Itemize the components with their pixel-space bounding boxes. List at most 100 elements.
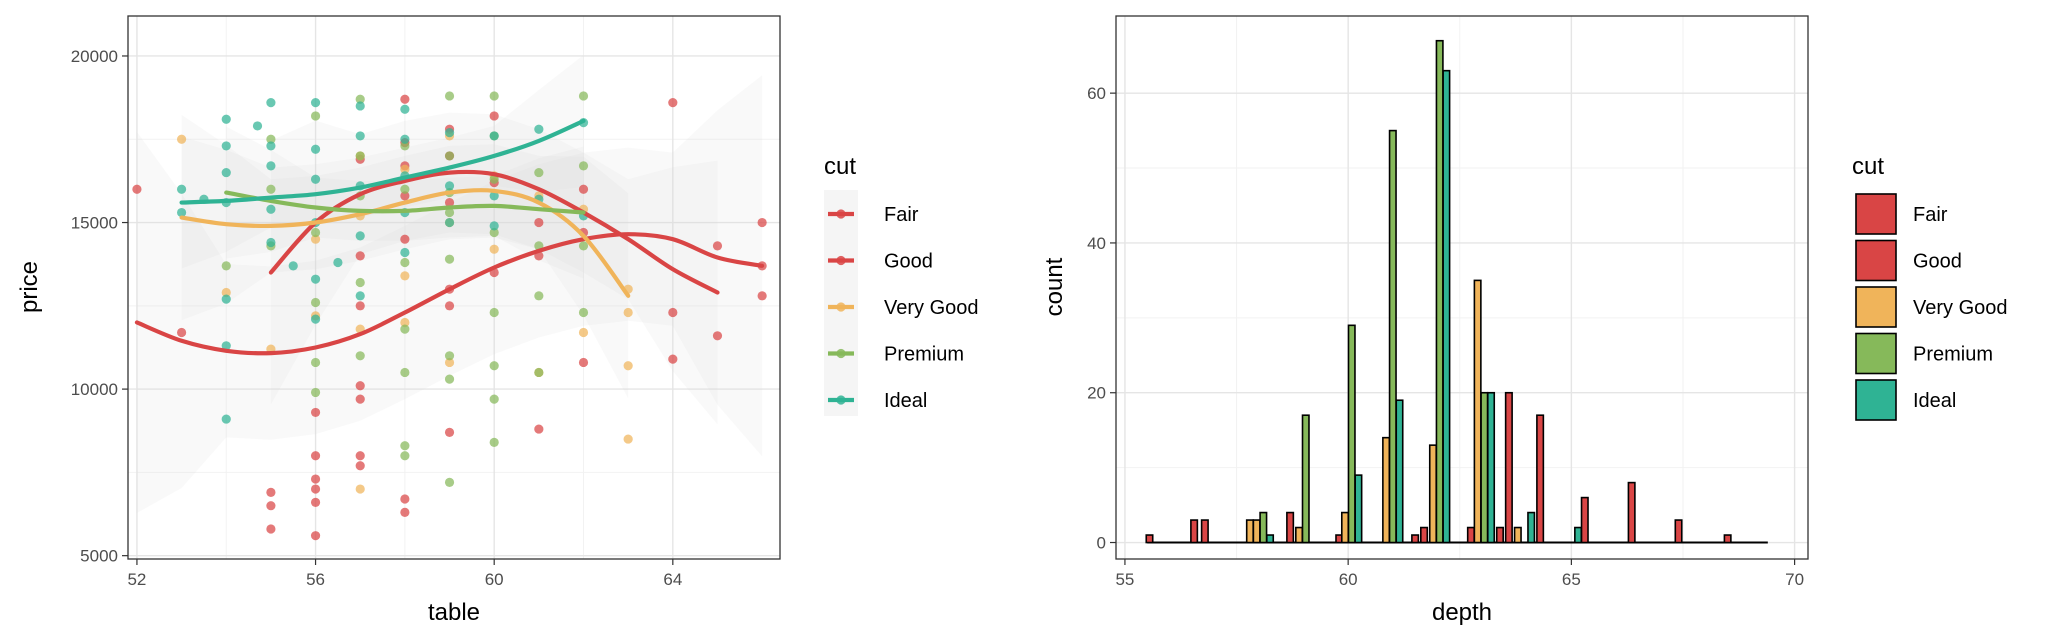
- scatter-point-ideal: [310, 314, 321, 324]
- scatter-point-premium: [310, 387, 321, 398]
- scatter-point-ideal: [310, 98, 321, 108]
- scatter-point-premium: [489, 394, 499, 404]
- histogram-bar-good: [1536, 414, 1545, 544]
- histogram-y-tick-label: 0: [1097, 534, 1106, 553]
- scatter-point-fair: [310, 451, 321, 461]
- scatter-point-premium: [400, 324, 410, 334]
- scatter-point-fair: [310, 497, 321, 507]
- scatter-point-ideal: [310, 144, 321, 154]
- scatter-point-premium: [444, 351, 455, 361]
- scatter-point-premium: [489, 227, 499, 238]
- scatter-point-ideal: [288, 261, 298, 271]
- scatter-legend-label-good: Good: [884, 251, 933, 273]
- scatter-point-good: [444, 197, 455, 208]
- scatter-point-ideal: [355, 231, 365, 241]
- scatter-point-premium: [400, 257, 410, 268]
- smooth-line-very-good: [179, 188, 631, 298]
- scatter-point-premium: [489, 437, 499, 448]
- legend-key-point-very-good: [836, 302, 846, 312]
- scatter-point-premium: [444, 207, 455, 218]
- scatter-point-premium: [221, 261, 231, 271]
- histogram-bar-fair: [1145, 534, 1154, 544]
- scatter-point-very-good: [489, 244, 499, 254]
- scatter-point-ideal: [221, 114, 231, 124]
- histogram-bar-ideal: [1395, 399, 1404, 544]
- scatter-point-fair: [310, 531, 321, 541]
- scatter-point-ideal: [266, 237, 276, 248]
- legend-key-box-premium: [1855, 332, 1897, 375]
- histogram-legend-label-ideal: Ideal: [1913, 390, 1956, 412]
- scatter-point-fair: [310, 474, 321, 484]
- scatter-point-ideal: [266, 161, 276, 171]
- scatter-point-ideal: [400, 104, 410, 114]
- histogram-grid: [1116, 16, 1808, 559]
- histogram-bar-fair: [1190, 519, 1199, 544]
- histogram-bar-very-good: [1428, 444, 1438, 544]
- smooth-line-fair: [134, 232, 765, 356]
- histogram-bar-premium: [1480, 391, 1489, 544]
- scatter-point-ideal: [355, 131, 365, 141]
- scatter-point-fair: [400, 507, 410, 517]
- scatter-point-ideal: [221, 294, 231, 304]
- histogram-bar-fair: [1580, 496, 1589, 544]
- scatter-point-very-good: [355, 484, 365, 494]
- scatter-point-ideal: [266, 141, 276, 151]
- scatter-point-ideal: [355, 291, 365, 301]
- histogram-bar-ideal: [1574, 526, 1583, 544]
- scatter-panel: 52 56 60 64 5000 10000 15000 20000 table price: [16, 15, 781, 626]
- scatter-point-premium: [400, 367, 410, 378]
- scatter-point-ideal: [444, 181, 455, 191]
- histogram-y-tick-label: 40: [1087, 234, 1106, 253]
- scatter-point-ideal: [489, 131, 499, 141]
- scatter-panel-border: [127, 15, 781, 560]
- legend-key-box-good: [1855, 239, 1897, 282]
- confidence-band-fair: [136, 75, 763, 514]
- scatter-point-fair: [668, 307, 678, 318]
- histogram-bar-very-good: [1473, 279, 1482, 544]
- histogram-bar-very-good: [1513, 526, 1522, 544]
- scatter-point-premium: [489, 307, 499, 318]
- scatter-point-premium: [444, 254, 455, 264]
- confidence-band-very-good: [181, 114, 629, 399]
- scatter-point-ideal: [444, 217, 455, 228]
- scatter-point-very-good: [623, 434, 633, 444]
- scatter-point-premium: [355, 277, 365, 288]
- histogram-bar-premium: [1301, 414, 1310, 544]
- histogram-bar-ideal: [1265, 534, 1275, 544]
- histogram-bar-ideal: [1442, 69, 1451, 544]
- scatter-point-good: [400, 191, 410, 201]
- histogram-bar-ideal: [1486, 391, 1496, 544]
- scatter-point-premium: [578, 91, 589, 101]
- scatter-points: [132, 91, 767, 541]
- histogram-bar-very-good: [1340, 511, 1350, 544]
- scatter-point-premium: [400, 441, 410, 451]
- legend-key-box-very-good: [1855, 286, 1897, 328]
- histogram-panel-border: [1115, 15, 1809, 560]
- histogram-bar-premium: [1435, 39, 1444, 544]
- legend-key-box-ideal: [1855, 379, 1897, 421]
- histogram-y-tick-label: 60: [1087, 84, 1106, 103]
- scatter-point-fair: [400, 94, 410, 104]
- scatter-y-tick-label: 10000: [71, 380, 118, 399]
- scatter-legend-label-premium: Premium: [884, 344, 964, 366]
- scatter-point-fair: [668, 98, 678, 108]
- scatter-point-fair: [310, 484, 321, 494]
- scatter-point-fair: [266, 501, 276, 511]
- legend-key-box-fair: [1855, 193, 1897, 235]
- scatter-point-fair: [355, 461, 365, 471]
- scatter-point-ideal: [310, 174, 321, 184]
- smooth-line-premium: [224, 190, 586, 215]
- scatter-point-premium: [310, 357, 321, 368]
- scatter-point-fair: [400, 494, 410, 504]
- scatter-point-very-good: [623, 361, 633, 371]
- confidence-band-ideal: [181, 55, 584, 269]
- scatter-legend: cut Fair Good Very Good Premium Ideal: [824, 153, 979, 416]
- scatter-point-very-good: [444, 357, 455, 368]
- scatter-point-premium: [355, 351, 365, 361]
- scatter-point-premium: [489, 174, 499, 184]
- scatter-point-good: [400, 234, 410, 244]
- histogram-bar-ideal: [1354, 474, 1363, 544]
- scatter-point-very-good: [176, 134, 187, 144]
- histogram-bar-very-good: [1252, 519, 1261, 544]
- scatter-point-ideal: [400, 247, 410, 258]
